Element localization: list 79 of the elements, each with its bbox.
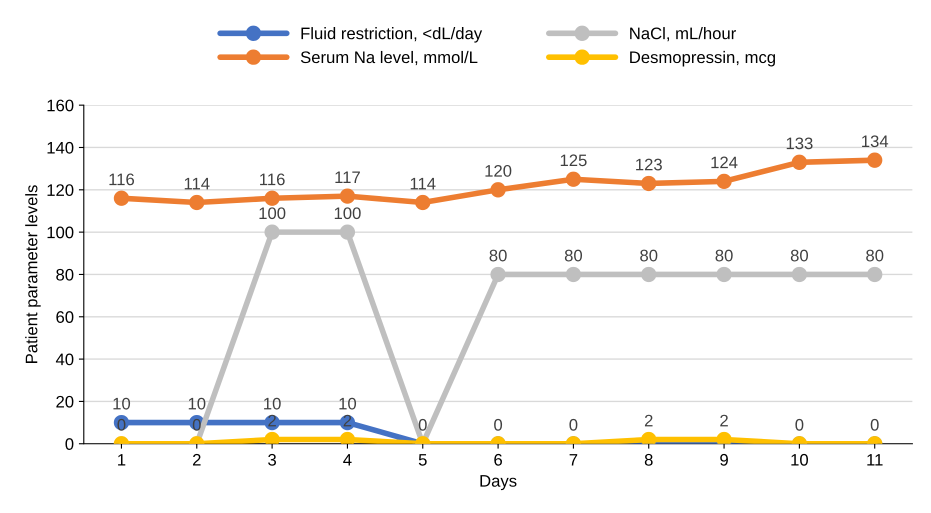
y-tick-label: 20: [56, 396, 74, 408]
data-label: 133: [786, 137, 813, 150]
x-tick-label: 2: [192, 454, 201, 466]
data-label: 0: [569, 418, 578, 431]
x-tick-label: 8: [644, 454, 653, 466]
point: [792, 154, 808, 170]
x-tick-label: 3: [268, 454, 276, 466]
point: [716, 266, 732, 282]
data-label: 80: [640, 250, 658, 262]
point: [566, 266, 582, 282]
legend-label: NaCl, mL/hour: [630, 27, 736, 42]
data-label: 0: [494, 418, 502, 431]
data-label: 10: [188, 398, 206, 410]
x-tick-label: 9: [720, 454, 728, 466]
x-tick-label: 1: [118, 454, 126, 466]
data-label: 80: [564, 250, 582, 262]
data-label: 2: [344, 414, 352, 426]
data-label: 0: [870, 418, 879, 431]
y-tick-label: 120: [48, 184, 74, 196]
legend-label: Fluid restriction, <dL/day: [301, 27, 482, 43]
point: [716, 174, 732, 189]
data-label: 100: [334, 207, 361, 220]
data-label: 10: [264, 398, 281, 410]
data-label: 114: [410, 178, 436, 190]
point: [867, 266, 882, 282]
data-label: 120: [485, 164, 512, 177]
x-axis-title: Days: [480, 475, 516, 490]
data-label: 134: [862, 135, 888, 148]
data-label: 117: [335, 172, 360, 183]
y-tick-label: 160: [48, 100, 74, 112]
data-label: 116: [260, 173, 285, 186]
data-label: 0: [418, 418, 427, 431]
x-tick-label: 4: [343, 454, 352, 466]
data-label: 2: [268, 414, 276, 426]
point: [566, 172, 582, 187]
point: [340, 224, 356, 240]
data-label: 2: [644, 414, 653, 426]
point: [340, 188, 356, 204]
y-tick-label: 100: [48, 226, 74, 238]
data-label: 10: [113, 398, 130, 410]
data-label: 80: [716, 250, 733, 262]
x-tick-label: 10: [791, 454, 808, 466]
point: [490, 266, 506, 282]
data-label: 80: [866, 250, 884, 262]
x-tick-label: 5: [418, 454, 427, 466]
data-label: 80: [790, 250, 808, 262]
point: [189, 194, 204, 210]
y-tick-label: 0: [65, 438, 74, 450]
data-label: 0: [795, 418, 804, 431]
point: [641, 266, 656, 282]
y-tick-label: 40: [56, 354, 74, 366]
x-tick-label: 7: [570, 454, 578, 466]
x-tick-label: 11: [867, 454, 883, 466]
data-label: 125: [560, 154, 587, 166]
data-label: 0: [117, 418, 126, 431]
y-tick-label: 140: [48, 142, 74, 154]
data-label: 10: [339, 398, 356, 410]
point: [792, 266, 808, 282]
point: [867, 152, 882, 168]
y-axis-title: Patient parameter levels: [25, 185, 41, 363]
data-label: 116: [109, 173, 134, 186]
data-label: 124: [711, 156, 738, 168]
data-label: 123: [636, 158, 662, 170]
y-tick-label: 60: [56, 311, 74, 323]
x-tick-label: 6: [494, 454, 502, 466]
point: [264, 190, 280, 206]
point: [114, 190, 130, 206]
legend-label: Desmopressin, mcg: [630, 50, 775, 66]
legend-label: Serum Na level, mmol/L: [300, 50, 478, 66]
data-label: 2: [720, 414, 728, 426]
point: [264, 224, 280, 240]
data-label: 114: [184, 178, 210, 190]
data-label: 80: [490, 250, 507, 262]
point: [490, 182, 506, 198]
point: [415, 194, 430, 210]
y-tick-label: 80: [56, 268, 74, 281]
data-label: 0: [192, 418, 201, 431]
data-label: 100: [259, 207, 286, 220]
point: [641, 176, 656, 192]
